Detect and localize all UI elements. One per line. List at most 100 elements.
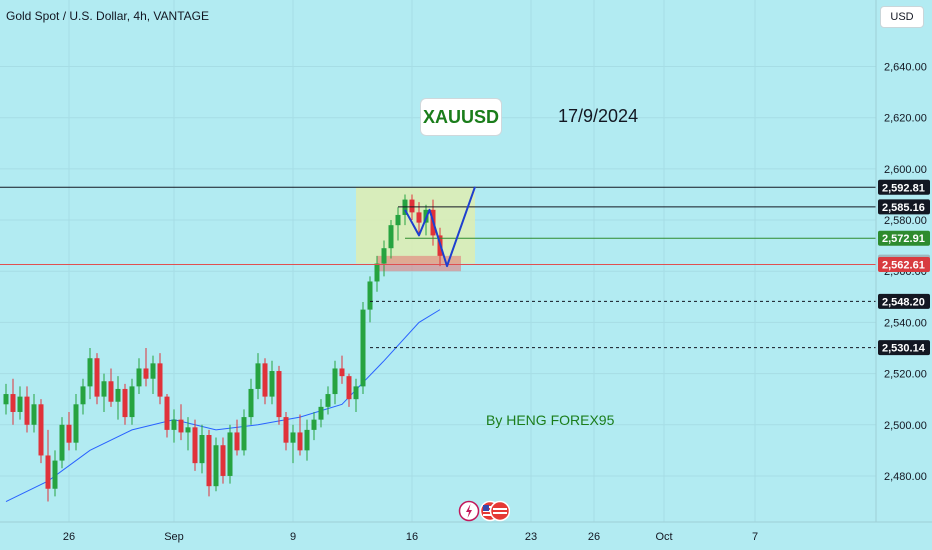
candle-body <box>94 358 100 397</box>
candle-body <box>339 368 345 377</box>
candle-body <box>304 429 310 451</box>
candle-body <box>388 225 394 249</box>
y-tick-label: 2,500.00 <box>884 420 927 432</box>
price-level-label: 2,572.91 <box>882 233 925 245</box>
candle-body <box>129 386 135 418</box>
candle-body <box>262 363 268 397</box>
candle-body <box>367 281 373 310</box>
y-tick-label: 2,620.00 <box>884 113 927 125</box>
candle-body <box>290 432 296 443</box>
candle-body <box>381 248 387 264</box>
candle-body <box>66 424 72 443</box>
price-level-tag <box>878 179 930 195</box>
price-level-label: 2,562.61 <box>882 260 925 272</box>
candle-body <box>346 376 352 400</box>
candle-body <box>185 427 191 433</box>
candle-body <box>199 435 205 464</box>
price-level-label: 2,530.14 <box>882 343 926 355</box>
candle-body <box>38 404 44 456</box>
chart-title: Gold Spot / U.S. Dollar, 4h, VANTAGE <box>6 9 209 23</box>
candle-body <box>416 212 422 223</box>
candle-body <box>59 424 65 461</box>
candle-body <box>269 371 275 397</box>
candle-body <box>241 417 247 451</box>
candle-body <box>318 406 324 420</box>
candle-body <box>297 432 303 451</box>
pattern-layer <box>404 186 476 268</box>
candle-body <box>234 432 240 451</box>
candle-body <box>332 368 338 395</box>
candle-body <box>52 460 58 489</box>
candle-body <box>17 396 23 412</box>
price-level-label: 2,585.16 <box>882 202 925 214</box>
candle-body <box>136 368 142 387</box>
candle-body <box>255 363 261 389</box>
candle-body <box>353 386 359 400</box>
currency-button[interactable]: USD <box>880 6 924 28</box>
candle-body <box>227 432 233 476</box>
x-tick-label: 26 <box>63 531 75 543</box>
symbol-annotation: XAUUSD <box>420 98 502 136</box>
candle-body <box>87 358 93 387</box>
candle-body <box>157 363 163 397</box>
candle-body <box>80 386 86 405</box>
candle-body <box>395 214 401 226</box>
candle-body <box>108 381 114 402</box>
candles-layer <box>3 194 443 502</box>
candle-body <box>206 435 212 487</box>
y-tick-label: 2,580.00 <box>884 215 927 227</box>
price-level-tag <box>878 340 930 356</box>
candle-body <box>45 455 51 489</box>
y-tick-label: 2,520.00 <box>884 369 927 381</box>
candle-body <box>171 419 177 430</box>
levels-layer <box>0 186 876 349</box>
x-tick-label: 9 <box>290 531 296 543</box>
candle-body <box>31 404 37 425</box>
x-tick-label: 23 <box>525 531 537 543</box>
candle-body <box>3 394 9 405</box>
x-tick-label: 26 <box>588 531 600 543</box>
y-tick-label: 2,540.00 <box>884 317 927 329</box>
candle-body <box>178 419 184 433</box>
candle-body <box>101 381 107 397</box>
x-tick-label: Oct <box>655 531 672 543</box>
x-tick-label: 7 <box>752 531 758 543</box>
price-axis <box>876 0 932 550</box>
x-tick-label: Sep <box>164 531 184 543</box>
candle-body <box>283 417 289 443</box>
candle-body <box>164 396 170 430</box>
projection-path <box>404 186 476 268</box>
candle-body <box>143 368 149 379</box>
zone-layer <box>356 186 475 272</box>
candle-body <box>220 445 226 476</box>
currency-flag-icon <box>489 500 510 522</box>
candle-body <box>276 371 282 418</box>
candle-body <box>24 396 30 425</box>
price-level-tag <box>878 230 930 246</box>
price-level-label: 2,548.20 <box>882 296 925 308</box>
price-level-tag <box>878 199 930 215</box>
candle-body <box>192 427 198 464</box>
price-level-tag <box>878 257 930 273</box>
candle-body <box>122 388 128 418</box>
y-tick-label: 2,600.00 <box>884 164 927 176</box>
author-annotation: By HENG FOREX95 <box>486 412 615 428</box>
candle-body <box>311 419 317 430</box>
candle-body <box>409 199 415 213</box>
date-annotation: 17/9/2024 <box>558 106 639 126</box>
broker-logo-badges[interactable] <box>458 500 510 522</box>
rectangle-zone <box>356 186 475 264</box>
candle-body <box>150 363 156 379</box>
candle-body <box>374 263 380 282</box>
y-tick-label: 2,640.00 <box>884 62 927 74</box>
candle-body <box>248 388 254 418</box>
candle-body <box>115 388 121 402</box>
candle-body <box>73 404 79 443</box>
candle-body <box>10 394 16 412</box>
candle-body <box>213 445 219 487</box>
time-axis <box>0 522 932 550</box>
price-level-label: 2,592.81 <box>882 182 925 194</box>
